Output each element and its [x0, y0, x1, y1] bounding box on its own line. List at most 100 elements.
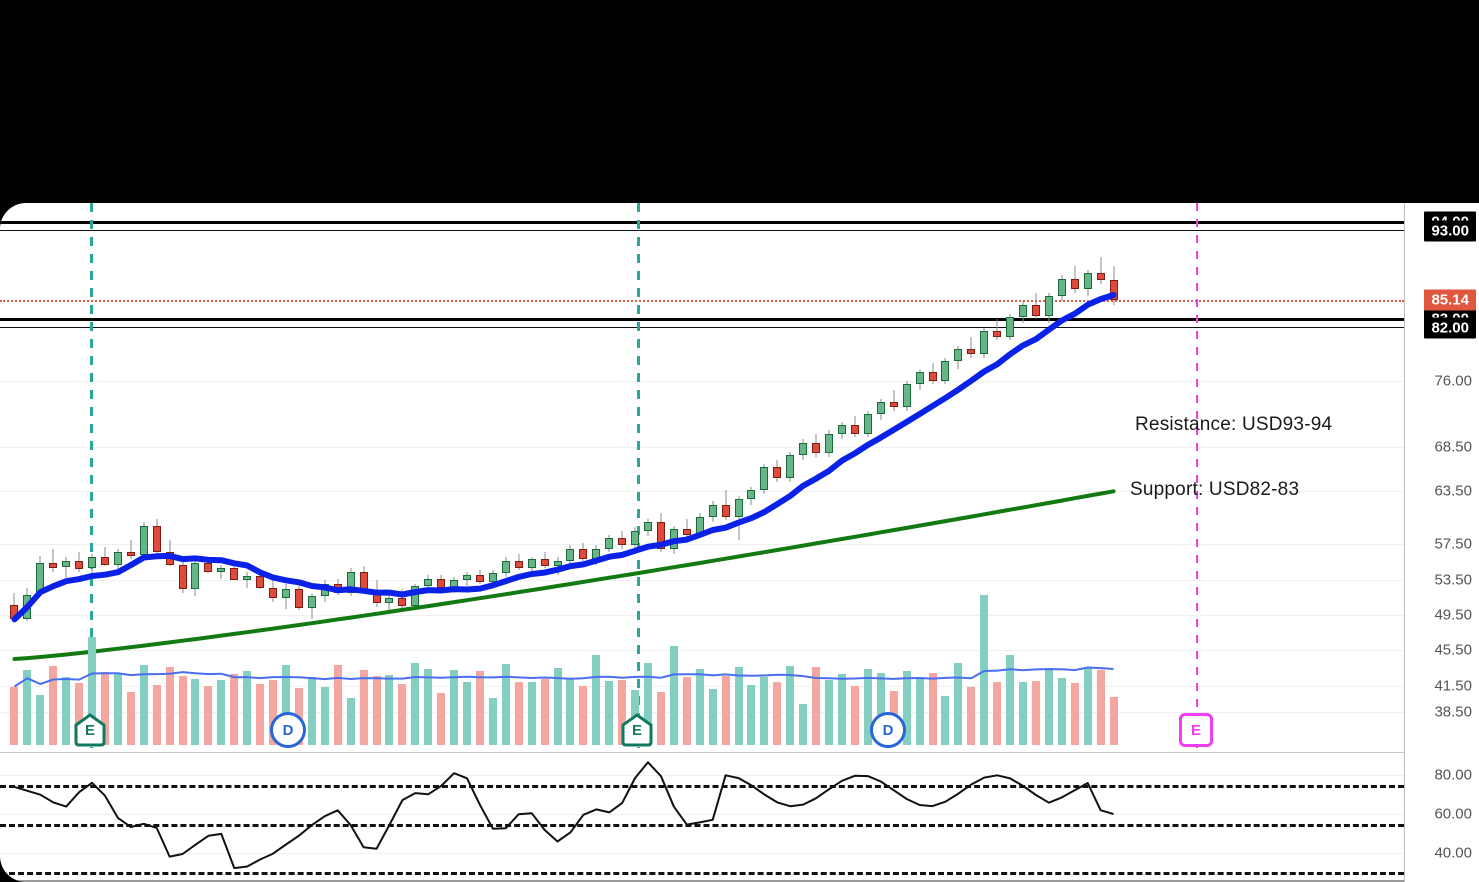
volume-bar[interactable] [75, 682, 84, 745]
volume-bar[interactable] [850, 686, 859, 745]
volume-bar[interactable] [113, 673, 122, 745]
volume-bar[interactable] [773, 681, 782, 745]
candlestick[interactable] [825, 203, 834, 748]
candlestick[interactable] [967, 203, 976, 748]
volume-bar[interactable] [424, 669, 433, 745]
volume-bar[interactable] [954, 663, 963, 745]
dividend-marker[interactable]: D [870, 712, 906, 748]
volume-bar[interactable] [243, 671, 252, 745]
volume-bar[interactable] [1031, 681, 1040, 745]
volume-bar[interactable] [126, 691, 135, 745]
volume-bar[interactable] [488, 698, 497, 745]
candlestick[interactable] [514, 203, 523, 748]
volume-bar[interactable] [139, 665, 148, 745]
candlestick[interactable] [463, 203, 472, 748]
candlestick[interactable] [256, 203, 265, 748]
volume-bar[interactable] [708, 688, 717, 745]
volume-bar[interactable] [152, 685, 161, 745]
volume-bar[interactable] [644, 662, 653, 745]
candlestick[interactable] [204, 203, 213, 748]
volume-bar[interactable] [1096, 670, 1105, 745]
candlestick[interactable] [631, 203, 640, 748]
candlestick[interactable] [1006, 203, 1015, 748]
candlestick[interactable] [488, 203, 497, 748]
candlestick[interactable] [566, 203, 575, 748]
candlestick[interactable] [501, 203, 510, 748]
candlestick[interactable] [307, 203, 316, 748]
candlestick[interactable] [527, 203, 536, 748]
volume-bar[interactable] [1006, 655, 1015, 745]
earnings-marker[interactable]: E [620, 713, 654, 747]
volume-bar[interactable] [902, 670, 911, 745]
volume-bar[interactable] [100, 671, 109, 745]
candlestick[interactable] [1070, 203, 1079, 748]
candlestick[interactable] [88, 203, 97, 748]
volume-bar[interactable] [540, 679, 549, 745]
upcoming-earnings-marker[interactable]: E [1179, 713, 1213, 747]
volume-bar[interactable] [1019, 682, 1028, 745]
candlestick[interactable] [773, 203, 782, 748]
candlestick[interactable] [708, 203, 717, 748]
candlestick[interactable] [411, 203, 420, 748]
volume-bar[interactable] [281, 664, 290, 745]
volume-bar[interactable] [734, 667, 743, 745]
volume-bar[interactable] [760, 676, 769, 745]
volume-bar[interactable] [812, 667, 821, 745]
candlestick[interactable] [540, 203, 549, 748]
volume-bar[interactable] [993, 682, 1002, 745]
candlestick[interactable] [100, 203, 109, 748]
candlestick[interactable] [980, 203, 989, 748]
volume-bar[interactable] [837, 674, 846, 745]
candlestick[interactable] [113, 203, 122, 748]
candlestick[interactable] [243, 203, 252, 748]
candlestick[interactable] [75, 203, 84, 748]
volume-bar[interactable] [62, 676, 71, 745]
candlestick[interactable] [49, 203, 58, 748]
candlestick[interactable] [269, 203, 278, 748]
candlestick[interactable] [850, 203, 859, 748]
candlestick[interactable] [424, 203, 433, 748]
candlestick[interactable] [837, 203, 846, 748]
volume-bar[interactable] [10, 686, 19, 745]
volume-bar[interactable] [191, 679, 200, 745]
volume-bar[interactable] [204, 685, 213, 745]
candlestick[interactable] [876, 203, 885, 748]
volume-bar[interactable] [1109, 696, 1118, 745]
volume-bar[interactable] [475, 671, 484, 745]
volume-bar[interactable] [1083, 667, 1092, 745]
volume-bar[interactable] [695, 669, 704, 745]
volume-bar[interactable] [967, 686, 976, 745]
candlestick[interactable] [812, 203, 821, 748]
volume-bar[interactable] [178, 676, 187, 745]
candlestick[interactable] [385, 203, 394, 748]
volume-bar[interactable] [269, 680, 278, 745]
volume-bar[interactable] [669, 646, 678, 745]
volume-bar[interactable] [23, 670, 32, 745]
volume-bar[interactable] [463, 682, 472, 745]
volume-bar[interactable] [320, 687, 329, 745]
candlestick[interactable] [993, 203, 1002, 748]
volume-bar[interactable] [165, 667, 174, 745]
candlestick[interactable] [734, 203, 743, 748]
candlestick[interactable] [139, 203, 148, 748]
candlestick[interactable] [294, 203, 303, 748]
volume-bar[interactable] [656, 691, 665, 745]
candlestick[interactable] [579, 203, 588, 748]
candlestick[interactable] [191, 203, 200, 748]
volume-bar[interactable] [747, 684, 756, 745]
candlestick[interactable] [281, 203, 290, 748]
candlestick[interactable] [902, 203, 911, 748]
candlestick[interactable] [1083, 203, 1092, 748]
volume-bar[interactable] [605, 681, 614, 745]
candlestick[interactable] [178, 203, 187, 748]
candlestick[interactable] [437, 203, 446, 748]
volume-bar[interactable] [682, 677, 691, 745]
volume-bar[interactable] [450, 669, 459, 745]
volume-bar[interactable] [230, 674, 239, 745]
volume-bar[interactable] [721, 675, 730, 745]
volume-bar[interactable] [618, 680, 627, 745]
candlestick[interactable] [230, 203, 239, 748]
candlestick[interactable] [217, 203, 226, 748]
volume-bar[interactable] [333, 665, 342, 745]
candlestick[interactable] [152, 203, 161, 748]
